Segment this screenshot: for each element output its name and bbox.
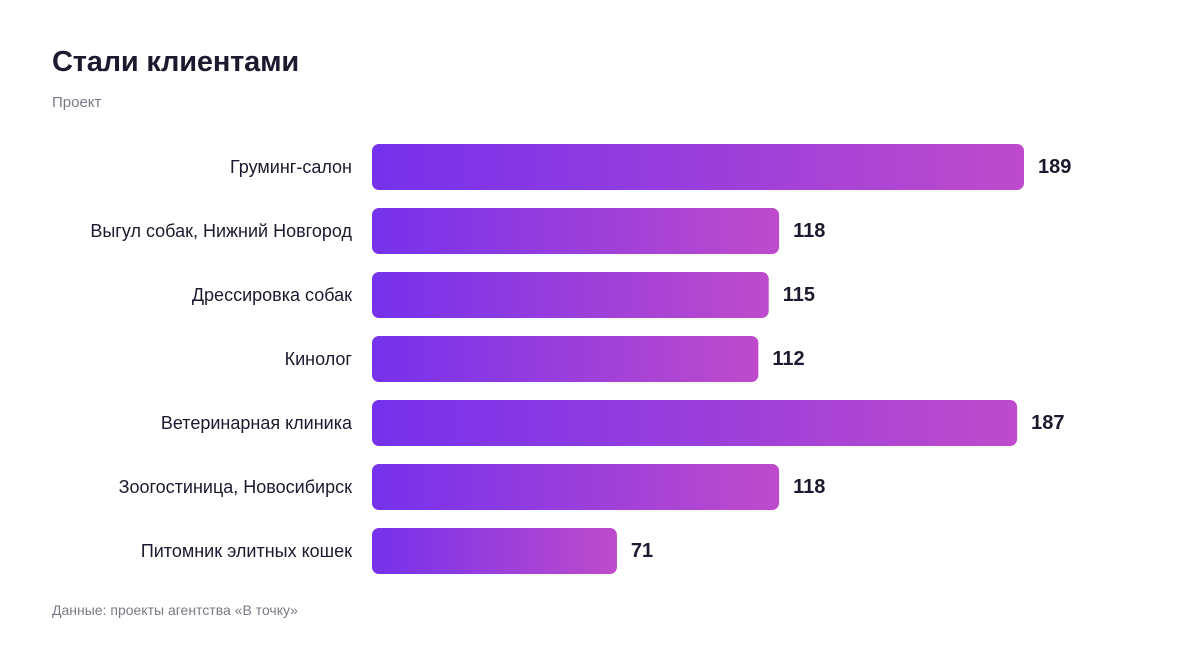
category-label: Дрессировка собак <box>192 285 352 305</box>
value-label: 115 <box>783 284 815 306</box>
bar <box>372 336 759 382</box>
bar <box>372 528 617 574</box>
bar <box>372 272 769 318</box>
chart-subtitle: Проект <box>52 94 102 111</box>
value-label: 189 <box>1038 156 1071 178</box>
value-label: 112 <box>772 348 804 370</box>
chart-title: Стали клиентами <box>52 46 299 78</box>
category-label: Груминг-салон <box>230 157 352 177</box>
bar <box>372 208 780 254</box>
category-label: Ветеринарная клиника <box>161 413 353 433</box>
category-label: Зоогостиница, Новосибирск <box>119 477 353 497</box>
bar <box>372 400 1018 446</box>
source-footnote: Данные: проекты агентства «В точку» <box>52 602 298 618</box>
category-label: Питомник элитных кошек <box>141 541 352 561</box>
bars-group: Груминг-салон 189 Выгул собак, Нижний Новг… <box>90 144 1071 574</box>
category-label: Кинолог <box>285 349 353 369</box>
value-label: 187 <box>1031 412 1064 434</box>
bar <box>372 144 1024 190</box>
value-label: 71 <box>631 540 653 562</box>
category-label: Выгул собак, Нижний Новгород <box>90 221 352 241</box>
value-label: 118 <box>793 476 825 498</box>
bar <box>372 464 780 510</box>
value-label: 118 <box>793 220 825 242</box>
